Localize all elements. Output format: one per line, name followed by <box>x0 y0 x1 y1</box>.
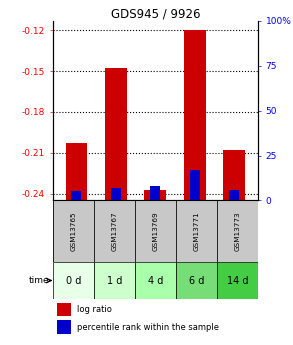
Bar <box>57 303 71 316</box>
Bar <box>144 189 166 200</box>
Bar <box>111 188 121 200</box>
Text: time: time <box>29 276 50 285</box>
Text: GSM13765: GSM13765 <box>70 211 76 251</box>
Text: 6 d: 6 d <box>189 276 204 286</box>
Bar <box>190 170 200 200</box>
Text: 4 d: 4 d <box>148 276 163 286</box>
Bar <box>57 321 71 334</box>
Bar <box>53 262 94 299</box>
Bar <box>150 186 160 200</box>
Text: log ratio: log ratio <box>77 305 112 314</box>
Text: GSM13773: GSM13773 <box>234 211 240 251</box>
Title: GDS945 / 9926: GDS945 / 9926 <box>110 8 200 21</box>
Bar <box>217 262 258 299</box>
Bar <box>229 190 239 200</box>
Bar <box>71 191 81 200</box>
Bar <box>217 200 258 262</box>
Text: GSM13767: GSM13767 <box>111 211 117 251</box>
Bar <box>135 262 176 299</box>
Bar <box>94 262 135 299</box>
Bar <box>66 143 87 200</box>
Text: percentile rank within the sample: percentile rank within the sample <box>77 323 219 332</box>
Text: GSM13769: GSM13769 <box>152 211 158 251</box>
Bar <box>135 200 176 262</box>
Bar <box>94 200 135 262</box>
Bar <box>176 262 217 299</box>
Text: 0 d: 0 d <box>66 276 81 286</box>
Text: GSM13771: GSM13771 <box>193 211 199 251</box>
Bar <box>184 30 206 200</box>
Text: 14 d: 14 d <box>226 276 248 286</box>
Bar <box>176 200 217 262</box>
Bar <box>105 68 127 200</box>
Bar <box>53 200 94 262</box>
Bar <box>223 150 245 200</box>
Text: 1 d: 1 d <box>107 276 122 286</box>
